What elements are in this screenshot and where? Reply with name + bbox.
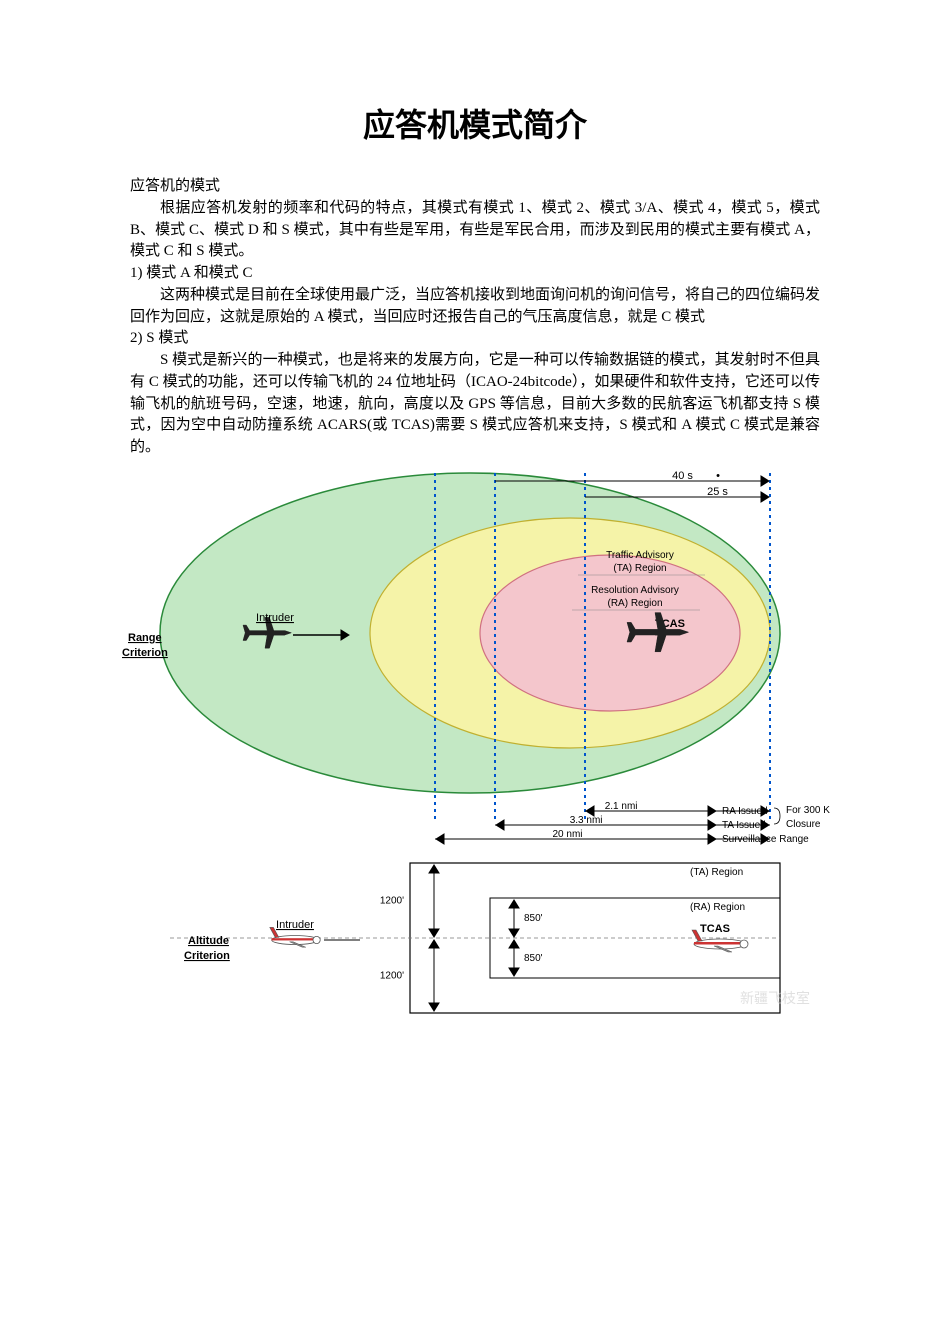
svg-text:TCAS: TCAS [700, 923, 730, 935]
svg-text:Intruder: Intruder [256, 612, 294, 624]
svg-text:Intruder: Intruder [276, 919, 314, 931]
svg-text:Altitude: Altitude [188, 935, 229, 947]
svg-text:25 s: 25 s [707, 486, 728, 498]
svg-text:Range: Range [128, 632, 162, 644]
svg-text:850': 850' [524, 953, 543, 964]
svg-text:•: • [716, 470, 720, 482]
svg-text:(TA) Region: (TA) Region [613, 563, 666, 574]
page-title: 应答机模式简介 [130, 100, 820, 146]
svg-text:Criterion: Criterion [122, 647, 168, 659]
tcas-diagram: 40 s • 25 s Traffic Advisory (TA) Region Res… [110, 463, 830, 1038]
para-intro: 根据应答机发射的频率和代码的特点，其模式有模式 1、模式 2、模式 3/A、模式… [130, 198, 820, 263]
svg-text:For 300 KT: For 300 KT [786, 805, 830, 816]
svg-text:TA Issued: TA Issued [722, 820, 766, 831]
body-text: 应答机的模式 根据应答机发射的频率和代码的特点，其模式有模式 1、模式 2、模式… [130, 176, 820, 459]
svg-text:Resolution Advisory: Resolution Advisory [591, 585, 679, 596]
svg-text:1200': 1200' [380, 970, 404, 981]
svg-text:3.3 nmi: 3.3 nmi [570, 815, 603, 826]
svg-text:Traffic Advisory: Traffic Advisory [606, 550, 674, 561]
svg-text:1200': 1200' [380, 895, 404, 906]
svg-text:40 s: 40 s [672, 470, 693, 482]
svg-text:2.1 nmi: 2.1 nmi [605, 801, 638, 812]
watermark: 新疆飞枝室 [740, 988, 810, 1008]
svg-text:(RA) Region: (RA) Region [690, 902, 745, 913]
section-heading: 应答机的模式 [130, 176, 820, 198]
item2-body: S 模式是新兴的一种模式，也是将来的发展方向，它是一种可以传输数据链的模式，其发… [130, 350, 820, 459]
svg-text:RA Issued: RA Issued [722, 806, 768, 817]
item1-heading: 1) 模式 A 和模式 C [130, 263, 820, 285]
svg-text:(TA) Region: (TA) Region [690, 867, 743, 878]
svg-text:850': 850' [524, 913, 543, 924]
svg-text:(RA) Region: (RA) Region [607, 598, 662, 609]
item2-heading: 2) S 模式 [130, 328, 820, 350]
svg-text:Criterion: Criterion [184, 950, 230, 962]
svg-text:Closure: Closure [786, 819, 821, 830]
svg-text:20 nmi: 20 nmi [552, 829, 582, 840]
item1-body: 这两种模式是目前在全球使用最广泛，当应答机接收到地面询问机的询问信号，将自己的四… [130, 285, 820, 329]
svg-text:Surveillance Range: Surveillance Range [722, 834, 809, 845]
